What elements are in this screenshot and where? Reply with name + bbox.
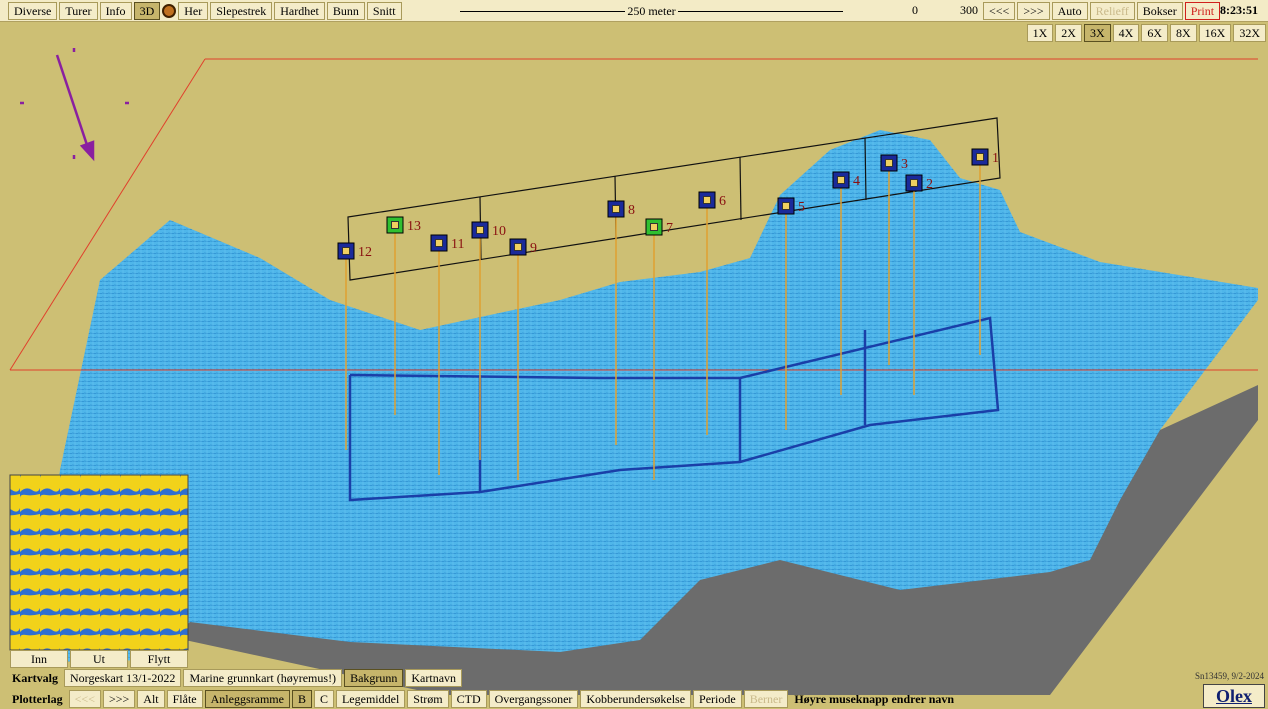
marker-label: 12 xyxy=(358,245,372,260)
button[interactable]: Norgeskart 13/1-2022 xyxy=(64,669,182,687)
button[interactable]: Snitt xyxy=(366,1,402,20)
marker-label: 10 xyxy=(492,224,506,239)
button[interactable]: Flytt xyxy=(130,650,188,668)
button[interactable]: Kartnavn xyxy=(405,669,463,687)
button[interactable]: Kobberundersøkelse xyxy=(580,690,692,708)
marker-core xyxy=(837,176,845,184)
button[interactable]: Bunn xyxy=(326,1,365,20)
button[interactable]: 3X xyxy=(1083,24,1111,42)
marker-core xyxy=(782,202,790,210)
marker-label: 8 xyxy=(628,203,635,218)
logo-button[interactable]: Olex xyxy=(1203,684,1265,708)
marker-core xyxy=(885,159,893,167)
button[interactable]: Turer xyxy=(59,1,98,20)
button[interactable]: 8X xyxy=(1169,24,1197,42)
button[interactable]: Bokser xyxy=(1136,2,1183,20)
marker-core xyxy=(514,243,522,251)
depth-max: 300 xyxy=(960,3,978,17)
button[interactable]: Slepestrek xyxy=(210,1,273,20)
scale-label: 250 meter xyxy=(627,3,676,18)
button[interactable]: <<< xyxy=(983,2,1016,20)
marker-label: 2 xyxy=(926,177,933,192)
button[interactable]: >>> xyxy=(102,690,136,708)
marker-core xyxy=(976,153,984,161)
marker-label: 9 xyxy=(530,241,537,256)
compass-button[interactable] xyxy=(162,3,177,18)
marker-label: 5 xyxy=(798,200,805,215)
compass xyxy=(20,48,129,162)
marker-label: 4 xyxy=(853,174,860,189)
depth-min: 0 xyxy=(912,3,918,17)
button[interactable]: 16X xyxy=(1198,24,1232,42)
button[interactable]: Hardhet xyxy=(274,1,325,20)
terrain xyxy=(40,130,1258,662)
marker-core xyxy=(476,226,484,234)
button[interactable]: Marine grunnkart (høyremus!) xyxy=(183,669,343,687)
clock: 8:23:51 xyxy=(1220,3,1258,17)
button[interactable]: <<< xyxy=(68,690,101,708)
button[interactable]: Legemiddel xyxy=(335,690,406,708)
marker-core xyxy=(342,247,350,255)
button[interactable]: 6X xyxy=(1141,24,1168,42)
row-label: Plotterlag xyxy=(12,691,63,706)
marker-core xyxy=(391,221,399,229)
button[interactable]: Strøm xyxy=(407,690,449,708)
marker-core xyxy=(612,205,620,213)
marker-label: 1 xyxy=(992,151,999,166)
button[interactable]: Anleggsramme xyxy=(204,690,290,708)
red-frame xyxy=(9,58,1258,371)
button[interactable]: C xyxy=(313,690,334,708)
button[interactable]: Overgangssoner xyxy=(488,690,579,708)
button[interactable]: Print xyxy=(1184,2,1221,20)
button[interactable]: 2X xyxy=(1055,24,1082,42)
button[interactable]: Berner xyxy=(743,690,789,708)
button[interactable]: 3D xyxy=(133,1,161,20)
kartvalg-row: Kartvalg Norgeskart 13/1-2022 Marine grun… xyxy=(8,669,463,687)
button[interactable]: Her xyxy=(178,1,209,20)
button[interactable]: Bakgrunn xyxy=(344,669,404,687)
button[interactable]: 1X xyxy=(1026,24,1054,42)
minimap-buttons: Inn Ut Flytt xyxy=(10,650,188,668)
minimap[interactable] xyxy=(9,474,189,651)
marker-core xyxy=(910,179,918,187)
marker-label: 7 xyxy=(666,221,673,236)
marker-label: 13 xyxy=(407,219,421,234)
row-label: Kartvalg xyxy=(12,670,58,685)
button[interactable]: CTD xyxy=(450,690,487,708)
marker-label: 6 xyxy=(719,194,726,209)
zoom-bar: 1X 2X 3X 4X 6X 8X 16X 32X xyxy=(1026,24,1266,42)
plotterlag-row: Plotterlag <<< >>> Alt Flåte Anleggsramme B C L… xyxy=(8,690,958,708)
marker-label: 3 xyxy=(901,157,908,172)
button[interactable]: >>> xyxy=(1017,2,1050,20)
button[interactable]: B xyxy=(291,690,312,708)
marker-core xyxy=(703,196,711,204)
marker-core xyxy=(435,239,443,247)
marker-core xyxy=(650,223,658,231)
hint: Høyre museknapp endrer navn xyxy=(794,691,955,706)
button[interactable]: Inn xyxy=(10,650,68,668)
button[interactable]: Relieff xyxy=(1089,2,1135,20)
button[interactable]: 32X xyxy=(1233,24,1266,42)
button[interactable]: 4X xyxy=(1112,24,1140,42)
top-toolbar: Diverse Turer Info 3D Her Slepestrek Hardhet B… xyxy=(0,0,1268,22)
button[interactable]: Ut xyxy=(70,650,128,668)
button[interactable]: Auto xyxy=(1051,2,1088,20)
button[interactable]: Flåte xyxy=(166,690,203,708)
button[interactable]: Diverse xyxy=(8,1,58,20)
marker-label: 11 xyxy=(451,237,464,252)
button[interactable]: Info xyxy=(99,1,132,20)
button[interactable]: Periode xyxy=(693,690,742,708)
button[interactable]: Alt xyxy=(137,690,165,708)
scale-bar: 250 meter xyxy=(460,3,844,18)
serial: Sn13459, 9/2-2024 xyxy=(1194,671,1264,681)
